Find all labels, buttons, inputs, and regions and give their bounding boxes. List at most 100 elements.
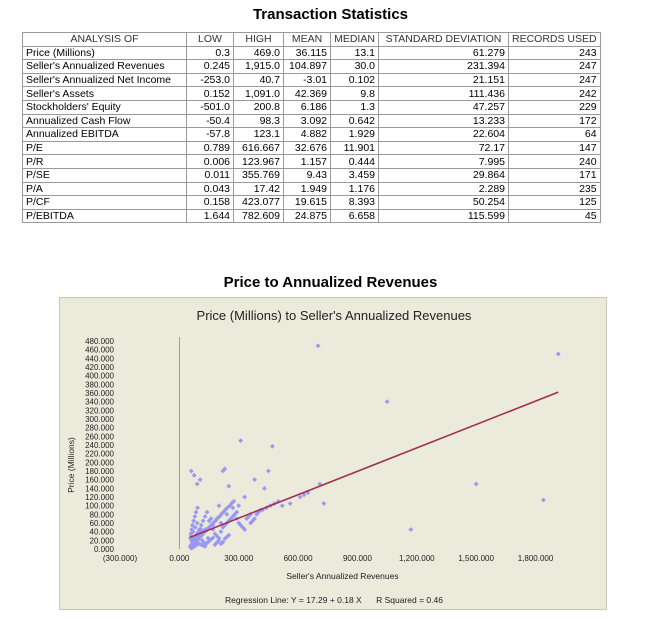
data-point	[191, 472, 197, 478]
data-point	[201, 540, 207, 545]
data-point	[230, 505, 236, 511]
cell-mean: 9.43	[283, 167, 331, 183]
data-point	[234, 509, 240, 515]
data-point	[222, 466, 228, 472]
table-row: P/SE 0.011 355.769 9.43 3.459 29.864 171	[22, 167, 601, 183]
cell-standard-deviation: 111.436	[378, 86, 509, 101]
cell-low: -253.0	[186, 72, 234, 88]
cell-median: 9.8	[330, 86, 379, 101]
cell-mean: 1.949	[283, 181, 331, 197]
table-header-row: ANALYSIS OF LOW HIGH MEAN MEDIAN STANDAR…	[22, 32, 601, 47]
x-tick-label: 1,500.000	[458, 554, 494, 563]
cell-high: 782.609	[233, 208, 284, 224]
data-point	[252, 516, 257, 522]
cell-analysis-of: Seller's Annualized Revenues	[22, 59, 187, 74]
regression-line	[189, 391, 559, 538]
y-tick-label: 360.000	[85, 389, 114, 398]
y-tick-label: 180.000	[85, 467, 114, 476]
data-point	[194, 520, 200, 526]
data-point	[224, 511, 230, 517]
cell-analysis-of: Annualized Cash Flow	[22, 113, 187, 129]
table-row: Seller's Assets 0.152 1,091.0 42.369 9.8 111.…	[22, 86, 601, 101]
table-body: Price (Millions) 0.3 469.0 36.115 13.1 61.279…	[22, 45, 601, 224]
cell-standard-deviation: 21.151	[378, 72, 509, 88]
cell-records-used: 235	[508, 181, 601, 197]
data-point	[230, 514, 236, 519]
cell-records-used: 247	[508, 59, 601, 74]
cell-analysis-of: P/SE	[22, 167, 187, 183]
data-point	[266, 468, 271, 474]
y-tick-label: 20.000	[90, 536, 115, 545]
data-point	[321, 501, 327, 506]
table-row: P/CF 0.158 423.077 19.615 8.393 50.254 125	[22, 195, 601, 210]
cell-median: 0.642	[330, 113, 379, 129]
cell-standard-deviation: 72.17	[378, 140, 509, 156]
cell-high: 123.1	[233, 127, 284, 142]
cell-low: -57.8	[186, 127, 234, 142]
cell-standard-deviation: 29.864	[378, 167, 509, 183]
cell-high: 200.8	[233, 99, 284, 115]
y-tick-label: 160.000	[85, 476, 114, 485]
y-tick-label: 80.000	[90, 510, 115, 519]
data-point	[190, 522, 195, 528]
data-point	[193, 533, 198, 539]
y-tick-label: 120.000	[85, 493, 114, 502]
y-tick-label: 40.000	[90, 528, 115, 537]
table-title: Transaction Statistics	[252, 6, 409, 23]
cell-standard-deviation: 115.599	[378, 208, 509, 224]
header-analysis-of: ANALYSIS OF	[22, 32, 187, 47]
cell-median: 6.658	[330, 208, 379, 224]
cell-records-used: 242	[508, 86, 601, 101]
data-point	[555, 351, 561, 357]
y-tick-label: 100.000	[85, 502, 114, 511]
data-point	[541, 497, 546, 503]
cell-median: 11.901	[330, 140, 379, 156]
cell-high: 469.0	[233, 45, 284, 61]
cell-mean: 3.092	[283, 113, 331, 129]
header-median: MEDIAN	[330, 32, 379, 47]
data-point	[236, 503, 242, 509]
cell-analysis-of: Annualized EBITDA	[22, 127, 187, 142]
y-tick-label: 240.000	[85, 441, 114, 450]
cell-high: 616.667	[233, 140, 284, 156]
data-point	[199, 532, 205, 538]
cell-standard-deviation: 2.289	[378, 181, 509, 197]
data-point	[216, 537, 222, 543]
y-tick-label: 460.000	[85, 346, 114, 355]
cell-low: -501.0	[186, 99, 234, 115]
x-tick-label: 900.000	[343, 554, 372, 563]
y-tick-label: 380.000	[85, 380, 114, 389]
cell-records-used: 243	[508, 45, 601, 61]
data-point	[208, 537, 214, 542]
cell-records-used: 172	[508, 113, 601, 129]
cell-analysis-of: P/CF	[22, 195, 187, 210]
cell-low: -50.4	[186, 113, 234, 129]
cell-analysis-of: Price (Millions)	[22, 45, 187, 61]
y-tick-label: 200.000	[85, 458, 114, 467]
data-point	[242, 527, 248, 532]
cell-median: 3.459	[330, 167, 379, 183]
data-point	[219, 511, 225, 516]
data-point	[191, 518, 197, 524]
header-records-used: RECORDS USED	[508, 32, 601, 47]
x-axis-title: Seller's Annualized Revenues	[286, 571, 398, 581]
statistics-table: ANALYSIS OF LOW HIGH MEAN MEDIAN STANDAR…	[22, 32, 601, 224]
chart-section-title: Price to Annualized Revenues	[223, 274, 438, 291]
table-row: P/EBITDA 1.644 782.609 24.875 6.658 115.599 45	[22, 208, 601, 224]
cell-median: 30.0	[330, 59, 379, 74]
data-point	[188, 531, 194, 537]
y-tick-label: 220.000	[85, 450, 114, 459]
y-tick-label: 260.000	[85, 432, 114, 441]
cell-median: 0.102	[330, 72, 379, 88]
data-point	[204, 540, 210, 546]
x-tick-label: 0.000	[169, 554, 190, 563]
data-point	[193, 509, 199, 515]
cell-high: 1,091.0	[233, 86, 284, 101]
data-point	[244, 516, 250, 522]
data-point	[238, 438, 244, 444]
cell-median: 1.929	[330, 127, 379, 142]
cell-mean: 4.882	[283, 127, 331, 142]
cell-mean: -3.01	[283, 72, 331, 88]
cell-records-used: 247	[508, 72, 601, 88]
cell-standard-deviation: 50.254	[378, 195, 509, 210]
